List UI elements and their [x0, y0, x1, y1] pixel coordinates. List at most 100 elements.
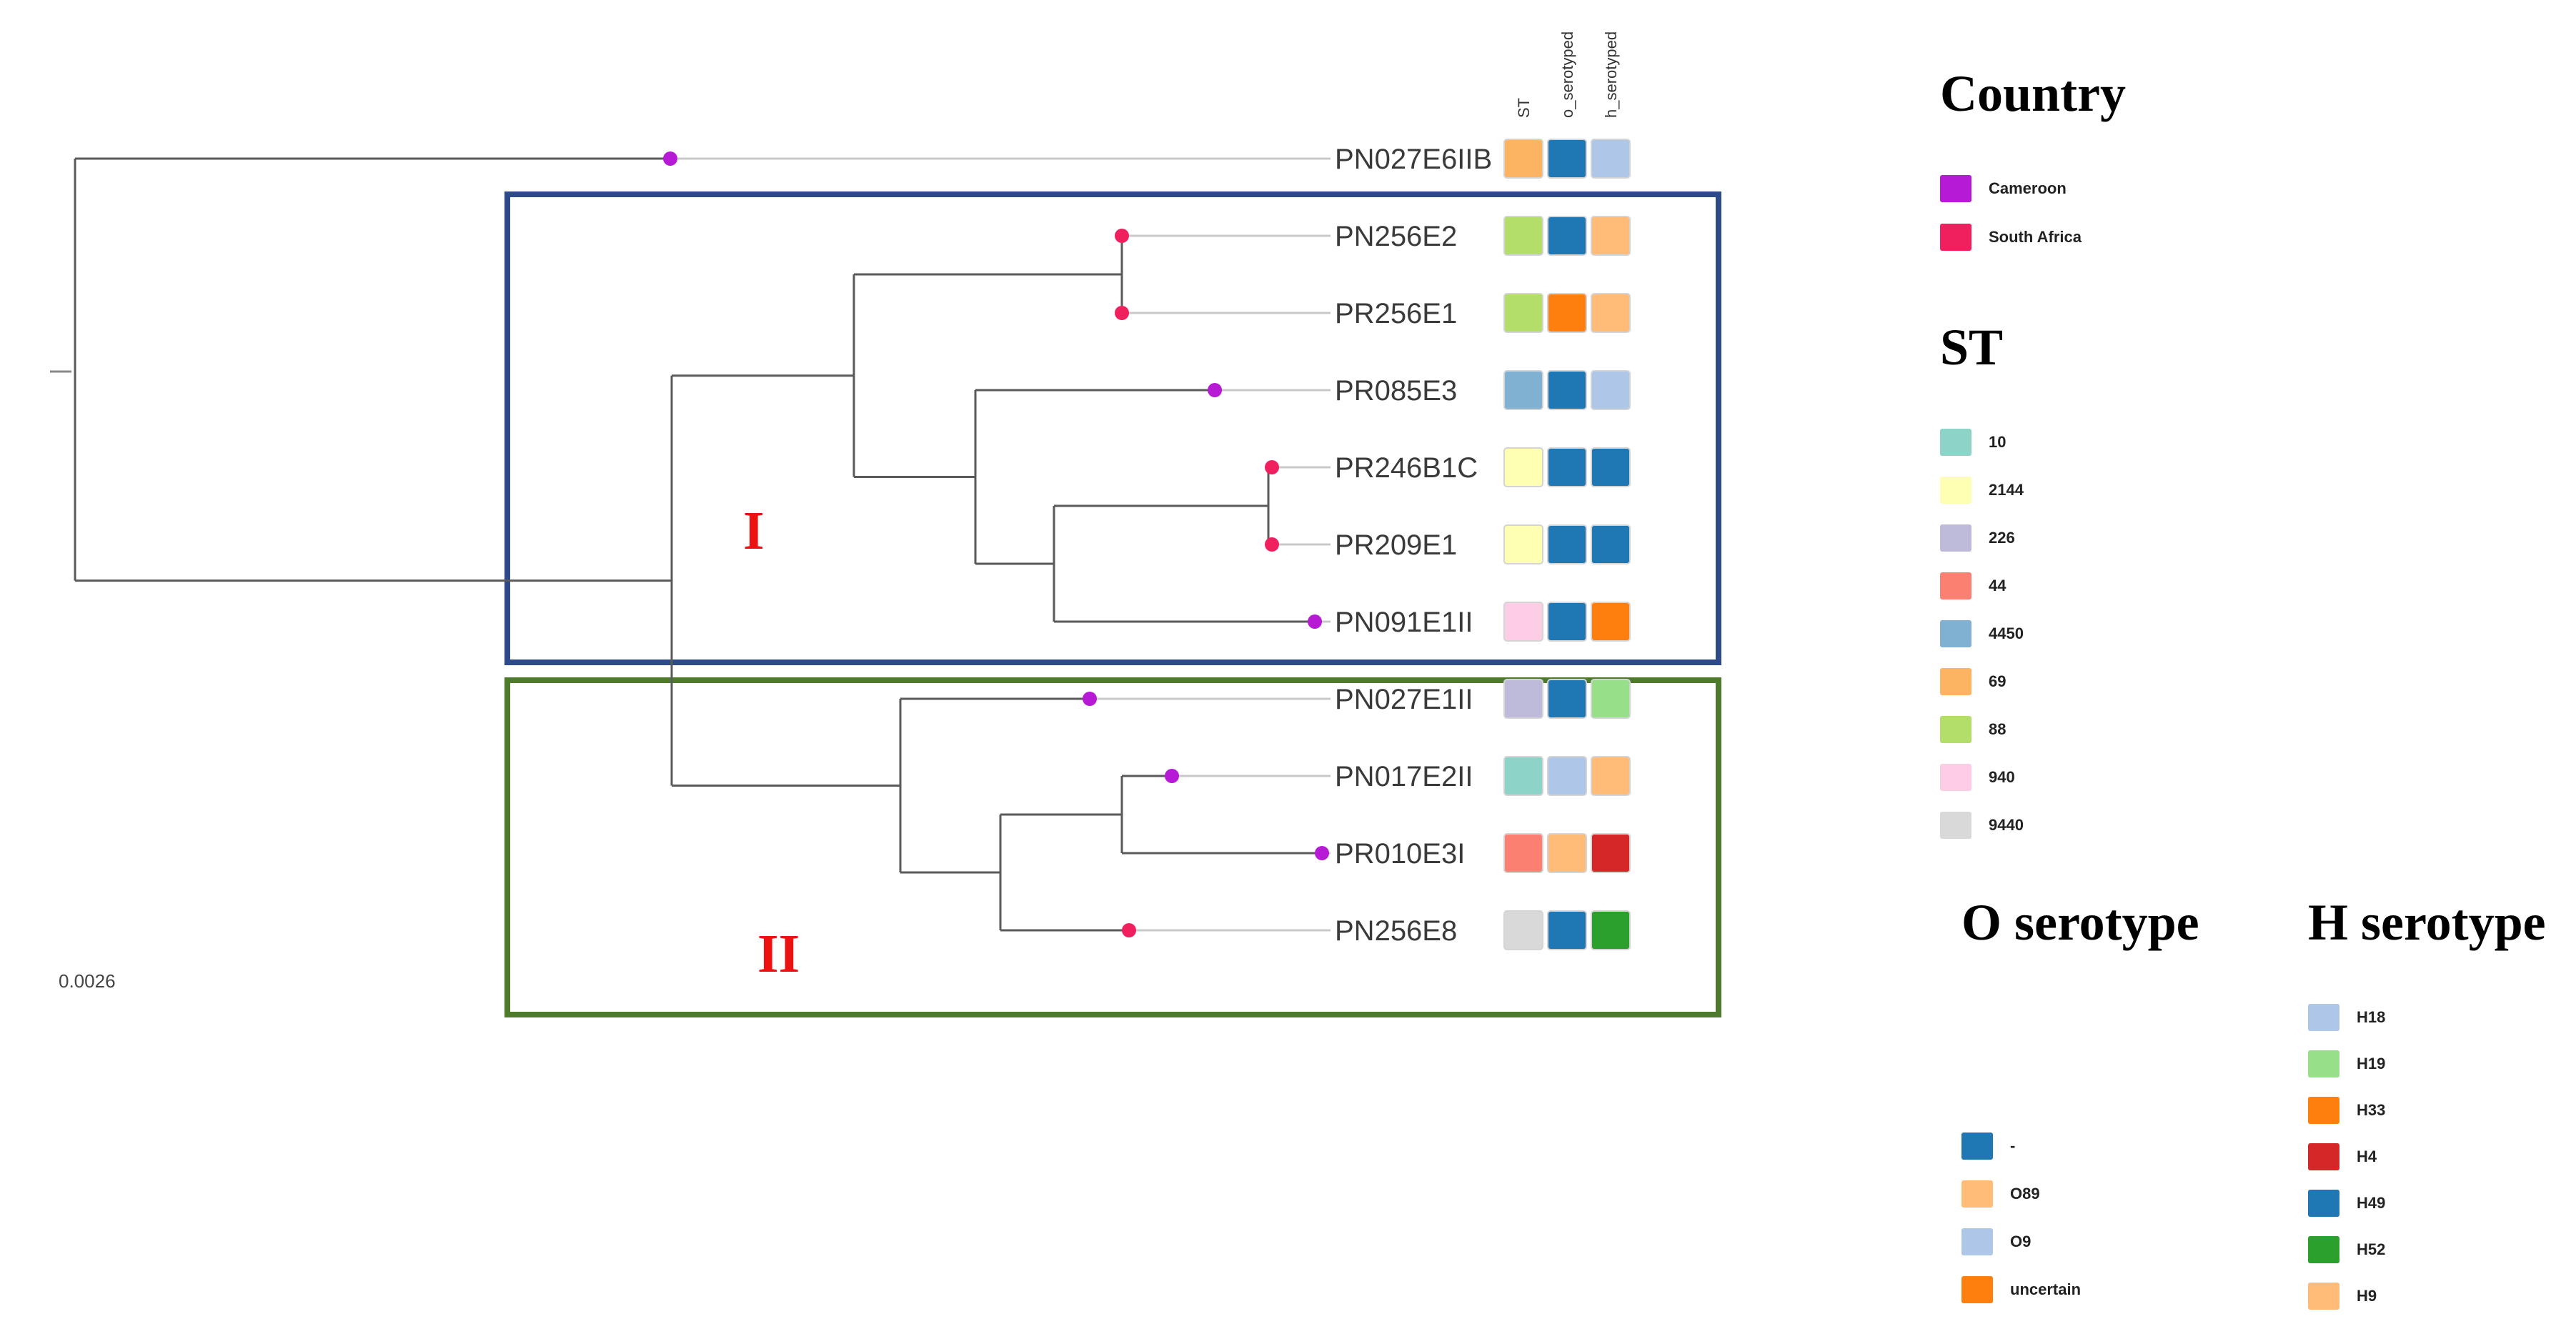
legend-item-st-0: 10: [1940, 429, 2006, 456]
legend-item-country-1: South Africa: [1940, 224, 2082, 251]
legend-label: H19: [2357, 1055, 2386, 1072]
tip-node-pn091e1ii: [1308, 614, 1322, 629]
tip-node-pr209e1: [1265, 537, 1279, 552]
legend-label: 10: [1989, 433, 2006, 451]
legend-title-o-serotype: O serotype: [1961, 894, 2199, 951]
tip-node-pr246b1c: [1265, 460, 1279, 474]
legend-swatch: [1940, 175, 1971, 202]
legend-item-o-serotype-0: -: [1961, 1133, 2015, 1160]
clade-label-i: I: [743, 501, 765, 561]
leaf-label-pn091e1ii: PN091E1II: [1335, 607, 1473, 638]
o-serotype-cell-pn256e2: [1547, 216, 1587, 256]
st-cell-pr010e3i: [1503, 833, 1543, 873]
legend-label: H33: [2357, 1101, 2386, 1119]
st-cell-pn256e8: [1503, 910, 1543, 950]
legend-item-st-7: 940: [1940, 764, 2015, 791]
legend-h-serotype: H serotype H18 H19 H33 H4 H49 H52 H9: [2308, 893, 2546, 1310]
h-serotype-cell-pn017e2ii: [1591, 756, 1631, 796]
st-cell-pr246b1c: [1503, 447, 1543, 487]
legend-swatch: [2308, 1097, 2339, 1124]
legend-item-h-serotype-1: H19: [2308, 1050, 2385, 1077]
leaf-label-pr209e1: PR209E1: [1335, 529, 1457, 561]
legend-label: 9440: [1989, 816, 2024, 834]
leaf-label-pr246b1c: PR246B1C: [1335, 452, 1478, 484]
legend-label: 940: [1989, 768, 2015, 786]
h-serotype-cell-pr010e3i: [1591, 833, 1631, 873]
legend-label: -: [2010, 1137, 2016, 1155]
st-cell-pn027e6iib: [1503, 139, 1543, 179]
st-cell-pr209e1: [1503, 524, 1543, 564]
legend-label: uncertain: [2010, 1280, 2082, 1298]
st-cell-pn017e2ii: [1503, 756, 1543, 796]
h-serotype-cell-pr085e3: [1591, 370, 1631, 410]
h-serotype-cell-pn027e1ii: [1591, 679, 1631, 719]
legend-swatch: [1940, 812, 1971, 839]
leaf-label-pn027e1ii: PN027E1II: [1335, 684, 1473, 715]
legend-title-country: Country: [1940, 65, 2127, 122]
h-serotype-cell-pr256e1: [1591, 293, 1631, 333]
tip-node-pn256e2: [1115, 229, 1129, 243]
st-cell-pr085e3: [1503, 370, 1543, 410]
h-serotype-cell-pn027e6iib: [1591, 139, 1631, 179]
tip-node-pr085e3: [1208, 383, 1222, 397]
legend-swatch: [2308, 1143, 2339, 1170]
legend-item-o-serotype-1: O89: [1961, 1180, 2040, 1208]
leaf-label-pn017e2ii: PN017E2II: [1335, 761, 1473, 792]
legend-label: Cameroon: [1989, 179, 2067, 197]
legend-label: 4450: [1989, 624, 2024, 642]
legend-item-st-8: 9440: [1940, 812, 2024, 839]
legend-swatch: [1940, 572, 1971, 599]
o-serotype-cell-pn017e2ii: [1547, 756, 1587, 796]
scale-bar-label: 0.0026: [59, 970, 116, 992]
o-serotype-cell-pr010e3i: [1547, 833, 1587, 873]
legend-swatch: [2308, 1050, 2339, 1077]
legend-item-h-serotype-3: H4: [2308, 1143, 2377, 1170]
legend-swatch: [2308, 1190, 2339, 1217]
legend-swatch: [1961, 1133, 1993, 1160]
legend-item-h-serotype-0: H18: [2308, 1004, 2385, 1031]
st-cell-pn091e1ii: [1503, 602, 1543, 642]
legend-label: 88: [1989, 720, 2006, 738]
legend-swatch: [1961, 1228, 1993, 1255]
tip-node-pr256e1: [1115, 306, 1129, 320]
legend-item-h-serotype-6: H9: [2308, 1283, 2377, 1310]
legend-item-h-serotype-2: H33: [2308, 1097, 2385, 1124]
clade-label-ii: II: [757, 924, 800, 984]
legend-swatch: [1940, 524, 1971, 552]
o-serotype-cell-pr256e1: [1547, 293, 1587, 333]
tip-node-pn027e6iib: [663, 151, 677, 166]
tip-node-pn017e2ii: [1165, 769, 1179, 783]
clade-box-i: [504, 191, 1721, 665]
legend-swatch: [1940, 620, 1971, 647]
legend-item-h-serotype-5: H52: [2308, 1236, 2385, 1263]
legend-swatch: [1940, 224, 1971, 251]
legend-label: South Africa: [1989, 228, 2082, 246]
legend-swatch: [2308, 1004, 2339, 1031]
st-cell-pr256e1: [1503, 293, 1543, 333]
legend-swatch: [1940, 668, 1971, 695]
legend-swatch: [1961, 1276, 1993, 1303]
tip-node-pn256e8: [1122, 923, 1136, 937]
legend-label: H18: [2357, 1008, 2386, 1026]
legend-swatch: [1940, 477, 1971, 504]
legend-item-st-6: 88: [1940, 716, 2006, 743]
o-serotype-cell-pr246b1c: [1547, 447, 1587, 487]
legend-label: O9: [2010, 1233, 2032, 1250]
legend-o-serotype: O serotype - O89 O9 uncertain: [1961, 893, 2199, 1303]
o-serotype-cell-pn091e1ii: [1547, 602, 1587, 642]
legend-item-st-2: 226: [1940, 524, 2015, 552]
h-serotype-cell-pn091e1ii: [1591, 602, 1631, 642]
legend-title-st: ST: [1940, 319, 2004, 376]
legend-label: H9: [2357, 1287, 2377, 1305]
tip-node-pn027e1ii: [1083, 692, 1097, 706]
legend-label: 44: [1989, 577, 2006, 594]
st-cell-pn027e1ii: [1503, 679, 1543, 719]
clade-box-ii: [504, 677, 1721, 1017]
legend-label: H49: [2357, 1194, 2386, 1212]
legend-swatch: [1940, 716, 1971, 743]
leaf-label-pr085e3: PR085E3: [1335, 375, 1457, 407]
legend-item-country-0: Cameroon: [1940, 175, 2067, 202]
h-serotype-cell-pr209e1: [1591, 524, 1631, 564]
leaf-label-pr256e1: PR256E1: [1335, 298, 1457, 329]
st-cell-pn256e2: [1503, 216, 1543, 256]
